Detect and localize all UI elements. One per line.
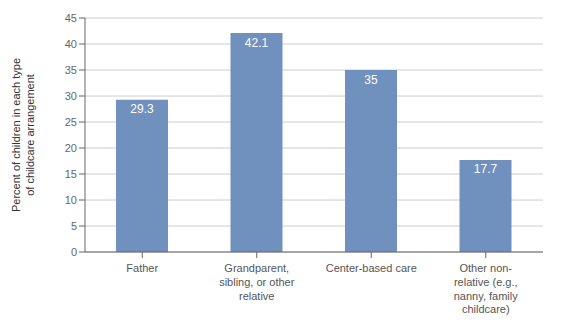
- svg-text:Center-based care: Center-based care: [326, 262, 417, 274]
- svg-text:Other non-relative (e.g.,nanny: Other non-relative (e.g.,nanny, familych…: [454, 262, 518, 315]
- svg-text:5: 5: [71, 220, 77, 232]
- svg-text:45: 45: [65, 12, 77, 24]
- svg-text:17.7: 17.7: [474, 162, 498, 176]
- svg-text:10: 10: [65, 194, 77, 206]
- svg-text:25: 25: [65, 116, 77, 128]
- svg-text:Father: Father: [126, 262, 158, 274]
- svg-text:35: 35: [364, 73, 378, 87]
- svg-text:15: 15: [65, 168, 77, 180]
- svg-text:0: 0: [71, 246, 77, 258]
- svg-text:Percent of children in each ty: Percent of children in each typeof child…: [10, 58, 35, 212]
- svg-text:35: 35: [65, 64, 77, 76]
- svg-text:30: 30: [65, 90, 77, 102]
- svg-text:29.3: 29.3: [130, 102, 154, 116]
- svg-text:42.1: 42.1: [245, 36, 269, 50]
- svg-text:40: 40: [65, 38, 77, 50]
- svg-text:Grandparent,sibling, or otherr: Grandparent,sibling, or otherrelative: [219, 262, 295, 302]
- svg-text:20: 20: [65, 142, 77, 154]
